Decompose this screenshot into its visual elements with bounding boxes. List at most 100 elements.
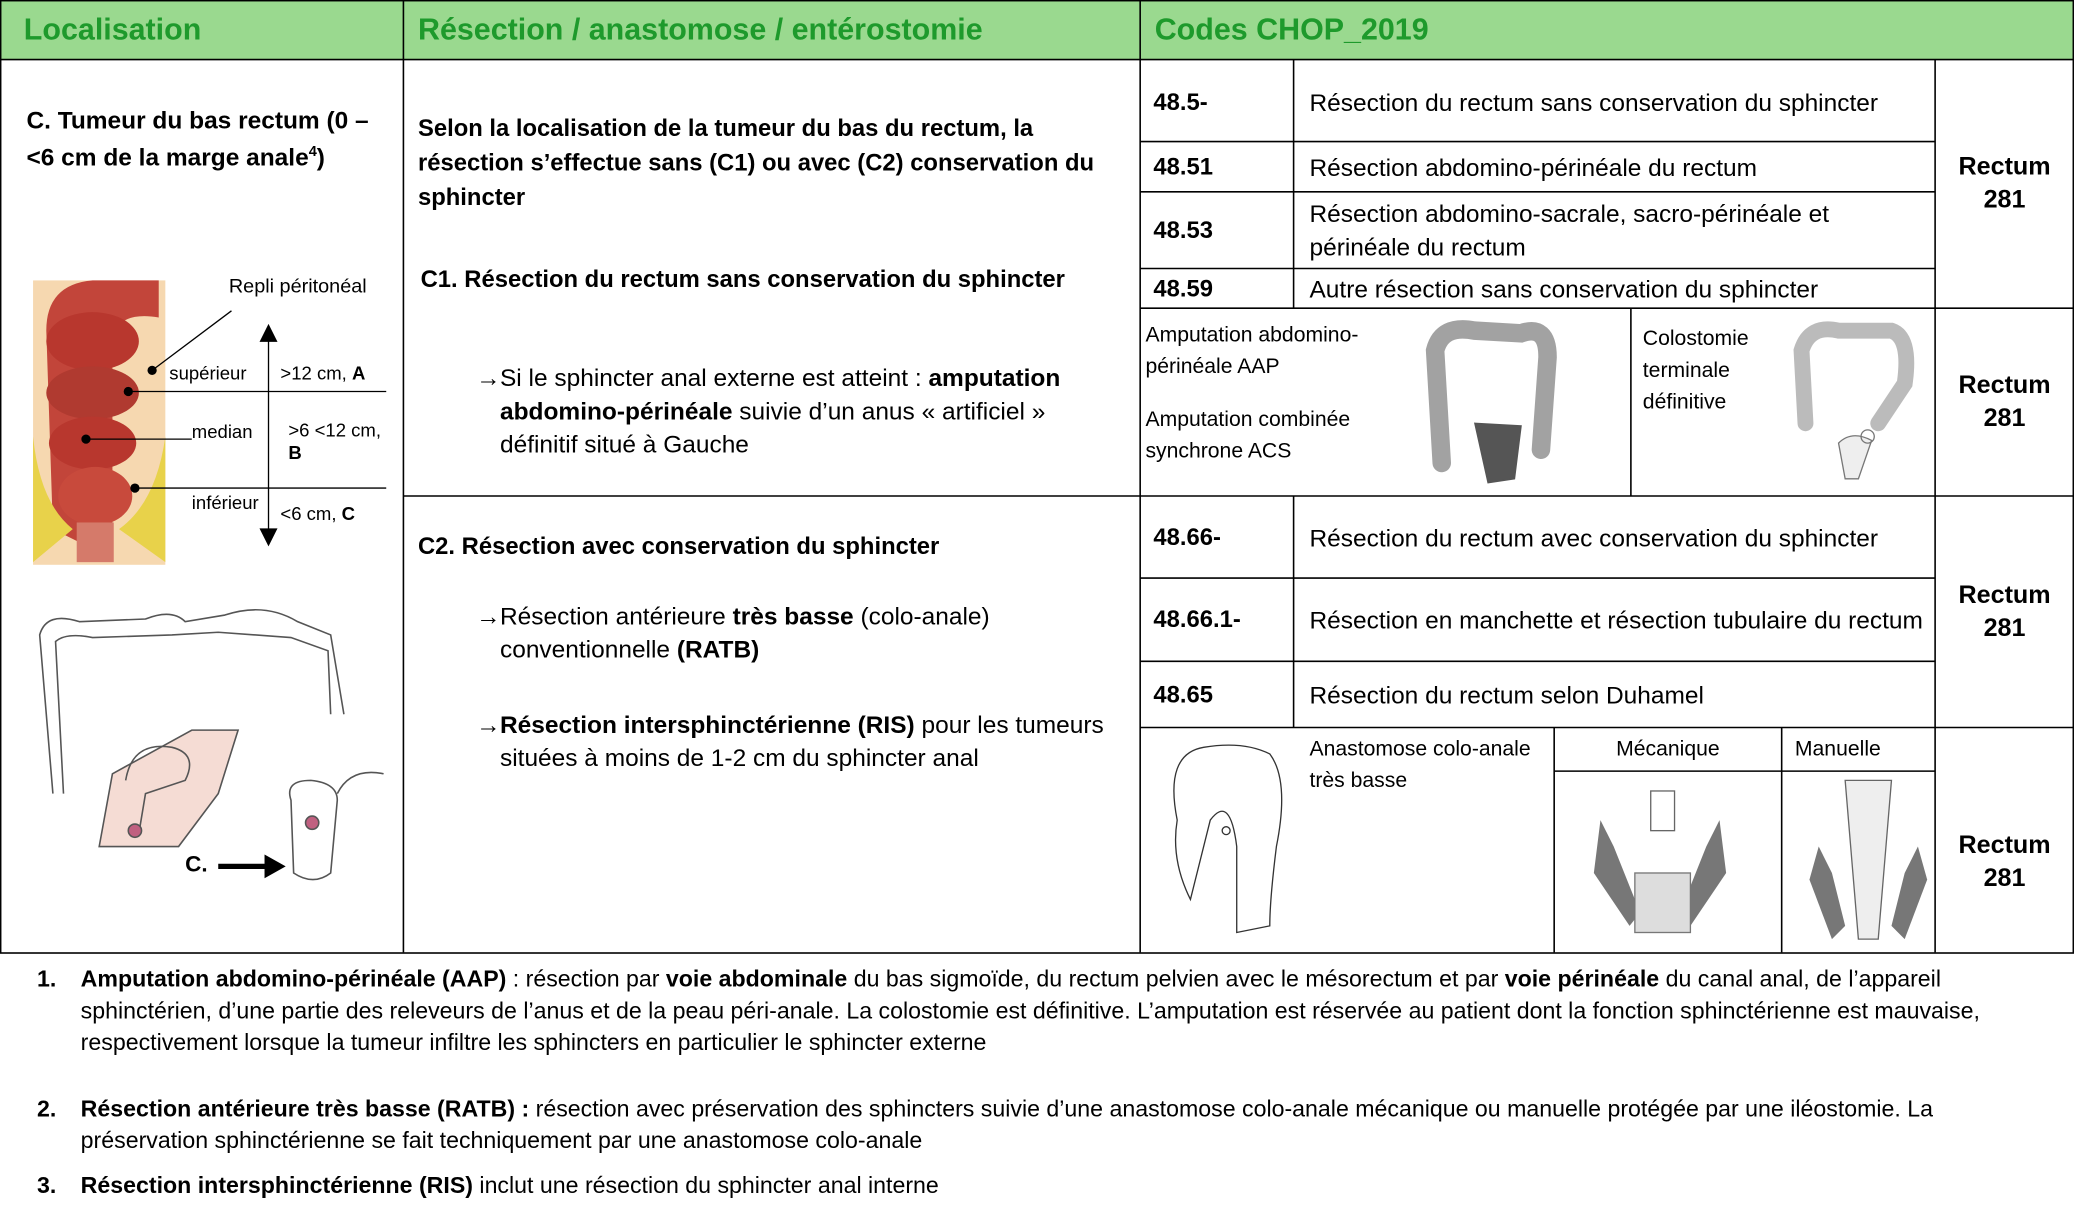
- category-number: 281: [1983, 614, 2026, 643]
- text-run: du bas sigmoïde, du rectum pelvien avec …: [847, 965, 1505, 993]
- code-description: Résection en manchette et résection tubu…: [1309, 605, 1923, 634]
- category-cell: Rectum 281: [1935, 771, 2074, 952]
- bullet-text: Si le sphincter anal externe est atteint…: [500, 364, 1060, 458]
- figure-label: >6 <12 cm, B: [288, 419, 394, 464]
- figure-label: >12 cm, A: [280, 362, 365, 383]
- text-run: Amputation abdomino-périnéale (AAP): [80, 965, 507, 993]
- bullet-list: → Si le sphincter anal externe est attein…: [476, 361, 1111, 503]
- code-description: Résection abdomino-sacrale, sacro-périné…: [1309, 199, 1830, 261]
- bullet-item: → Si le sphincter anal externe est attein…: [476, 361, 1111, 460]
- figure-label: C: [341, 502, 356, 524]
- code-cell: 48.66-: [1153, 523, 1221, 550]
- text-run: du canal anal, de l’appareil sphinctérie…: [80, 965, 1980, 1056]
- stapler-illustration: [1593, 790, 1727, 934]
- category-number: 281: [1983, 186, 2026, 215]
- figure-label: >6 <12 cm,: [288, 419, 381, 441]
- code-cell: 48.5-: [1153, 88, 1208, 116]
- footnote: 3. Résection intersphinctérienne (RIS) in…: [37, 1169, 2048, 1201]
- text-run: (RATB): [676, 634, 760, 663]
- category-name: Rectum: [1958, 831, 2051, 860]
- bullet-item: → Résection intersphinctérienne (RIS) pou…: [476, 708, 1124, 774]
- code-description: Résection abdomino-périnéale du rectum: [1309, 152, 1758, 181]
- figure-label: >12 cm,: [280, 362, 352, 384]
- text-run: voie abdominale: [665, 965, 848, 993]
- text-run: Résection antérieure très basse (RATB) :: [80, 1095, 530, 1122]
- bullet-marker: →: [476, 363, 501, 392]
- figure-caption: Mécanique: [1616, 737, 1720, 760]
- footnote-number: 1.: [37, 965, 57, 993]
- text-run: C. Tumeur du bas rectum (0 – <6 cm de la…: [26, 105, 369, 171]
- footnote: 1. Amputation abdomino-périnéale (AAP) : …: [37, 963, 2048, 1058]
- code-cell: 48.53: [1153, 216, 1213, 243]
- rectum-illustration: [33, 280, 166, 565]
- figure-caption: Amputation abdomino-périnéale AAP: [1145, 324, 1359, 379]
- text-run: voie périnéale: [1504, 965, 1660, 993]
- figure-label: A: [351, 362, 366, 384]
- resection-intro: Selon la localisation de la tumeur du ba…: [417, 115, 1095, 211]
- text-run: ): [316, 143, 325, 171]
- category-cell: Rectum 281: [1935, 496, 2074, 727]
- text-run: suivie d’un anus « artificiel » définiti…: [499, 396, 1046, 458]
- footnote-text: Résection intersphinctérienne (RIS) incl…: [81, 1169, 2048, 1201]
- text-run: (colo-anale) conventionnelle: [499, 601, 990, 663]
- figure-label: Repli péritonéal: [228, 275, 367, 298]
- footnote-number: 3.: [37, 1171, 57, 1199]
- footnote-text: Amputation abdomino-périnéale (AAP) : ré…: [81, 963, 2048, 1058]
- bullet-text: Résection antérieure très basse (colo-an…: [500, 602, 990, 663]
- code-description: Résection du rectum avec conservation du…: [1309, 523, 1879, 551]
- category-number: 281: [1983, 864, 2026, 893]
- figure-label: <6 cm, C: [280, 503, 355, 524]
- text-run: très basse: [732, 601, 854, 630]
- figure-caption: Manuelle: [1794, 737, 1881, 760]
- code-cell: 48.59: [1153, 274, 1213, 301]
- text-run: : résection par: [506, 965, 666, 993]
- text-run: Résection intersphinctérienne (RIS): [499, 710, 915, 739]
- location-title: C. Tumeur du bas rectum (0 – <6 cm de la…: [26, 103, 390, 173]
- column-header: Localisation: [23, 11, 202, 47]
- figure-caption: Amputation combinée synchrone ACS: [1145, 408, 1351, 463]
- section-heading: C2. Résection avec conservation du sphin…: [417, 533, 940, 560]
- figure-label: B: [288, 441, 302, 463]
- bullet-marker: →: [476, 710, 501, 739]
- text-run: résection avec préservation des sphincte…: [80, 1095, 1934, 1154]
- figure-caption: Colostomie terminale définitive: [1642, 328, 1749, 415]
- code-description: Résection du rectum selon Duhamel: [1309, 680, 1704, 709]
- category-cell: Rectum 281: [1935, 308, 2074, 496]
- pointer-arrow: [218, 854, 286, 879]
- figure-label: median: [191, 420, 253, 442]
- category-name: Rectum: [1958, 581, 2051, 610]
- bullet-text: Résection intersphinctérienne (RIS) pour…: [500, 710, 1104, 771]
- section-heading: C1. Résection du rectum sans conservatio…: [420, 265, 1065, 293]
- code-description: Autre résection sans conservation du sph…: [1309, 274, 1819, 303]
- text-run: pour les tumeurs situées à moins de 1-2 …: [499, 710, 1104, 772]
- column-header: Codes CHOP_2019: [1154, 11, 1429, 47]
- footnote-number: 2.: [37, 1095, 57, 1122]
- anastomosis-illustration: [1173, 744, 1283, 934]
- code-description: Résection du rectum sans conservation du…: [1309, 88, 1879, 117]
- text-run: Si le sphincter anal externe est atteint…: [499, 363, 929, 392]
- category-name: Rectum: [1958, 153, 2051, 182]
- bullet-item: → Résection antérieure très basse (colo-a…: [476, 599, 1124, 665]
- colostomy-illustration: [1793, 321, 1915, 480]
- category-cell: Rectum 281: [1935, 60, 2074, 309]
- text-run: Résection antérieure: [499, 601, 733, 630]
- category-number: 281: [1983, 404, 2026, 433]
- aap-illustration: [1425, 320, 1557, 484]
- bullet-list: → Résection antérieure très basse (colo-a…: [476, 599, 1124, 816]
- figure-label: C.: [185, 851, 208, 877]
- text-run: inclut une résection du sphincter anal i…: [472, 1171, 939, 1199]
- manual-illustration: [1809, 779, 1928, 940]
- figure-label: supérieur: [169, 362, 247, 384]
- text-run: Résection intersphinctérienne (RIS): [80, 1171, 473, 1199]
- text-run: amputation abdomino-périnéale: [499, 363, 1061, 425]
- code-cell: 48.65: [1153, 680, 1213, 707]
- footnote-text: Résection antérieure très basse (RATB) :…: [81, 1093, 2048, 1156]
- text-run: 4: [308, 144, 317, 161]
- column-header: Résection / anastomose / entérostomie: [417, 11, 983, 47]
- colon-sketch: [38, 609, 384, 881]
- code-cell: 48.66.1-: [1153, 605, 1241, 633]
